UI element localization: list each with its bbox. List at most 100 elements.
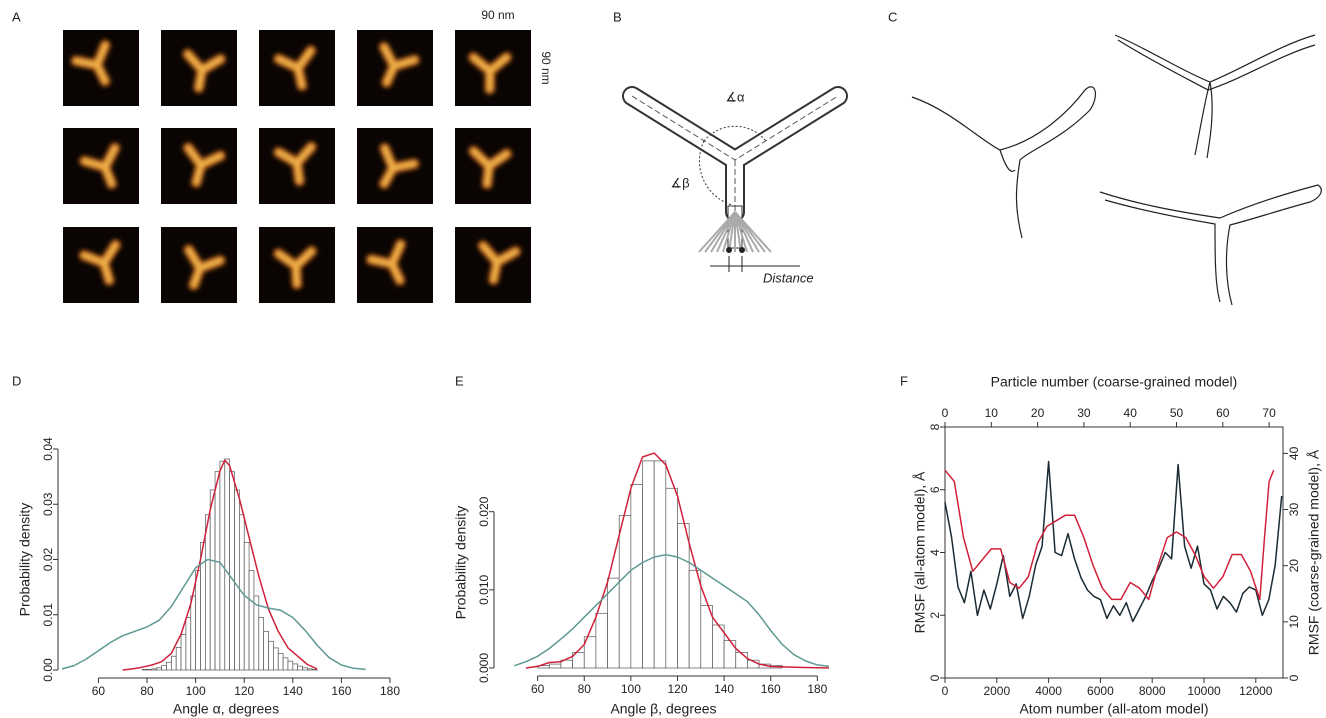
- y-tick-label: 0: [928, 674, 942, 681]
- end-dot: [726, 247, 732, 253]
- afm-particle: [365, 238, 407, 286]
- histogram-bar: [642, 460, 655, 669]
- histogram-bar: [204, 514, 211, 671]
- x2-tick-label: 60: [1216, 406, 1230, 420]
- histogram-bar: [224, 458, 230, 671]
- afm-arms-core: [73, 42, 108, 84]
- contour: [1114, 34, 1316, 159]
- histogram-bar: [688, 569, 702, 669]
- histogram-bar: [700, 605, 713, 669]
- afm-particle: [378, 142, 420, 190]
- histogram-bar: [209, 489, 216, 671]
- histogram-bar: [161, 665, 167, 671]
- afm-arms-core: [185, 51, 223, 91]
- x-tick-label: 180: [380, 684, 400, 698]
- histogram-bar: [735, 652, 748, 669]
- x-tick-label: 80: [578, 682, 592, 696]
- afm-particle: [70, 39, 111, 87]
- y-tick-label: 0.02: [41, 547, 55, 571]
- y-tick-label: 4: [928, 549, 942, 556]
- afm-arms-core: [81, 242, 119, 283]
- y-axis-label: Probability density: [17, 503, 33, 617]
- y-tick-label: 0.00: [41, 658, 55, 682]
- histogram-bar: [195, 570, 201, 671]
- histogram-bar: [273, 647, 279, 671]
- histogram-bar: [190, 595, 196, 671]
- histogram-bar: [263, 630, 269, 671]
- histogram-bar: [243, 542, 250, 671]
- y-tick-label: 8: [928, 423, 942, 430]
- y2-tick-label: 10: [1287, 615, 1301, 629]
- scale-label: 90 nm: [539, 51, 553, 84]
- distance-label: Distance: [763, 270, 814, 285]
- panel-label: A: [12, 9, 21, 24]
- afm-particle: [468, 51, 513, 95]
- scale-label: 90 nm: [481, 8, 514, 22]
- afm-arms-core: [480, 243, 519, 283]
- x2-tick-label: 50: [1170, 406, 1184, 420]
- contour: [1099, 184, 1322, 306]
- x-tick-label: 120: [234, 684, 254, 698]
- afm-particle: [477, 240, 522, 286]
- contour: [911, 86, 1097, 239]
- y-tick-label: 0.010: [477, 575, 491, 605]
- histogram-bar: [277, 653, 284, 671]
- x-tick-label: 140: [283, 684, 303, 698]
- x2-axis-label: Particle number (coarse-grained model): [991, 374, 1238, 390]
- tube-centerline: [631, 95, 839, 212]
- x-tick-label: 6000: [1087, 684, 1114, 698]
- line-series: [122, 459, 318, 671]
- panel-label: B: [613, 9, 622, 24]
- angle-label: ∡α: [725, 89, 745, 104]
- x-tick-label: 12000: [1239, 684, 1273, 698]
- y-tick-label: 0.03: [41, 492, 55, 516]
- x-tick-label: 10000: [1187, 684, 1221, 698]
- afm-arms-core: [471, 54, 510, 92]
- histogram-bar: [302, 667, 308, 671]
- afm-arms-core: [185, 145, 223, 185]
- tube-fill: [624, 88, 846, 220]
- x-tick-label: 0: [942, 684, 949, 698]
- histogram-bar: [292, 663, 299, 671]
- x-tick-label: 80: [140, 684, 154, 698]
- afm-particle: [273, 141, 317, 187]
- histogram-bar: [258, 617, 265, 671]
- y-tick-label: 0.01: [41, 603, 55, 627]
- histogram-bar: [146, 669, 153, 671]
- x-tick-label: 100: [621, 682, 641, 696]
- histogram-bar: [548, 663, 562, 669]
- y-tick-label: 0.000: [477, 653, 491, 683]
- histogram-bar: [234, 489, 240, 671]
- x-tick-label: 180: [807, 682, 827, 696]
- afm-particle: [78, 239, 122, 286]
- y-tick-label: 0.020: [477, 496, 491, 526]
- afm-arms-core: [276, 144, 314, 184]
- afm-particle: [182, 48, 226, 94]
- afm-particle: [183, 244, 226, 291]
- histogram-bar: [166, 661, 172, 671]
- fan-line: [734, 211, 772, 253]
- x-tick-label: 120: [667, 682, 687, 696]
- x2-tick-label: 0: [942, 406, 949, 420]
- afm-arms-core: [82, 145, 118, 187]
- afm-arms-core: [276, 248, 315, 287]
- histogram-bar: [653, 460, 667, 669]
- histogram-bar: [185, 617, 192, 671]
- x-tick-label: 160: [331, 684, 351, 698]
- histogram-bar: [214, 471, 221, 671]
- x2-tick-label: 40: [1124, 406, 1138, 420]
- histogram-bar: [677, 523, 690, 669]
- panel-label: D: [12, 373, 21, 388]
- x2-tick-label: 10: [985, 406, 999, 420]
- panel-label: F: [900, 373, 908, 388]
- histogram-bar: [630, 484, 643, 669]
- afm-arms-core: [381, 145, 417, 187]
- y-axis-label: RMSF (all-atom model), Å: [912, 471, 928, 633]
- plot-frame: [944, 426, 1284, 679]
- x-tick-label: 4000: [1035, 684, 1062, 698]
- histogram-bar: [723, 640, 737, 669]
- afm-arms-core: [471, 148, 510, 187]
- afm-arms-core: [186, 247, 223, 288]
